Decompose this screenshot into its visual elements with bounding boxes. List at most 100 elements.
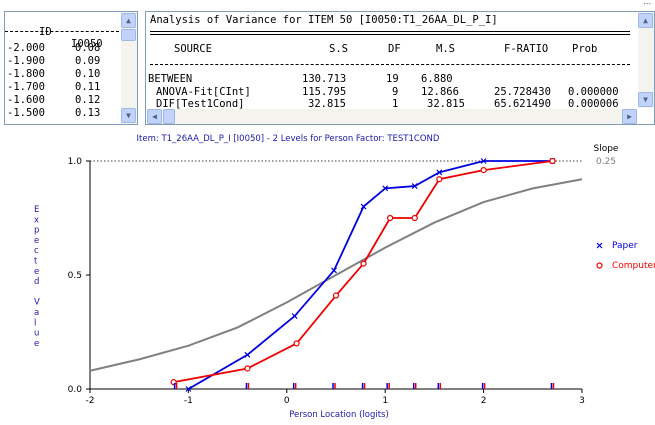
- legend-item-computer: Computer: [596, 261, 655, 271]
- legend-label: Paper: [612, 241, 638, 251]
- chart-axes: -2 -1 0 1 2 3 0.0 0.5 1.0: [68, 157, 585, 406]
- anova-output-panel[interactable]: Analysis of Variance for ITEM 50 [I0050:…: [145, 11, 655, 125]
- list-item-value: 0.12: [75, 94, 101, 106]
- slope-label: Slope: [594, 144, 619, 154]
- anova-header-ss: S.S: [329, 43, 348, 55]
- series-line: [173, 160, 553, 384]
- list-item[interactable]: -1.600 0.12: [5, 94, 119, 107]
- anova-rule-dashed: [150, 64, 630, 65]
- icc-line: [89, 178, 583, 372]
- data-point: [436, 169, 443, 176]
- icc-curve-series: [89, 178, 583, 372]
- data-point: [480, 158, 487, 164]
- scroll-down-icon[interactable]: ▼: [121, 108, 136, 123]
- data-point: [331, 267, 337, 274]
- anova-vertical-scrollbar[interactable]: ▲ ▼: [638, 12, 654, 108]
- data-point: [382, 185, 389, 192]
- anova-cell-ss: 130.713: [302, 73, 347, 85]
- icc-chart: Item: T1_26AA_DL_P_I [I0050] - 2 Levels …: [0, 128, 655, 425]
- x-tick-label: 1: [382, 396, 388, 406]
- anova-cell-source: DIF[Test1Cond]: [156, 98, 245, 110]
- y-tick-label: 1.0: [68, 157, 83, 167]
- list-item[interactable]: -1.900 0.09: [5, 55, 119, 68]
- anova-cell-ss: 32.815: [308, 98, 346, 110]
- list-item-location: -1.700: [7, 81, 45, 93]
- list-item[interactable]: -1.800 0.10: [5, 68, 119, 81]
- list-item-value: 0.11: [75, 81, 101, 93]
- anova-header-ms: M.S: [436, 43, 455, 55]
- anova-cell-ms: 12.866: [421, 86, 459, 98]
- scroll-right-icon[interactable]: ▶: [622, 109, 637, 124]
- data-point: [387, 214, 394, 222]
- data-point: [244, 365, 251, 372]
- list-item-location: -1.600: [7, 94, 45, 106]
- data-point: [332, 292, 340, 299]
- anova-rule-top: [150, 31, 630, 32]
- legend-item-paper: Paper: [596, 241, 638, 251]
- top-strip-text: ...: [643, 0, 651, 6]
- list-item[interactable]: -1.700 0.11: [5, 81, 119, 94]
- anova-header-prob: Prob: [572, 43, 598, 55]
- x-tick-label: 0: [284, 396, 290, 406]
- anova-cell-ss: 115.795: [302, 86, 347, 98]
- list-item-value: 0.08: [75, 42, 101, 54]
- list-item-value: 0.09: [75, 55, 101, 67]
- data-point: [411, 183, 418, 190]
- scroll-thumb[interactable]: [121, 29, 136, 41]
- list-item-value: 0.10: [75, 68, 101, 80]
- anova-title: Analysis of Variance for ITEM 50 [I0050:…: [150, 14, 498, 26]
- chart-legend: Paper Computer: [596, 241, 655, 271]
- table-row: BETWEEN 130.713 19 6.880: [146, 73, 636, 86]
- horizontal-scroll-thumb[interactable]: [163, 109, 175, 124]
- anova-cell-df: 19: [386, 73, 399, 85]
- list-item[interactable]: -1.500 0.13: [5, 107, 119, 120]
- data-point: [480, 167, 487, 174]
- table-row: DIF[Test1Cond] 32.815 1 32.815 65.621490…: [146, 98, 636, 111]
- list-item-location: -2.000: [7, 42, 45, 54]
- x-tick-label: -1: [184, 396, 193, 406]
- item-list-rows: -2.000 0.08 -1.900 0.09 -1.800 0.10 -1.700 0…: [5, 42, 119, 120]
- data-point: [293, 340, 300, 347]
- series-paper: [185, 158, 556, 392]
- item-value-list[interactable]: ID I0050 -2.000 0.08 -1.900 0.09 -1.800 0.1…: [4, 11, 138, 125]
- scroll-down-icon[interactable]: ▼: [638, 92, 653, 107]
- list-item[interactable]: -2.000 0.08: [5, 42, 119, 55]
- list-item-location: -1.500: [7, 107, 45, 119]
- data-point: [549, 157, 556, 165]
- anova-cell-df: 9: [392, 86, 399, 98]
- list-item-value: 0.13: [75, 107, 101, 119]
- scroll-up-icon[interactable]: ▲: [121, 13, 136, 28]
- anova-cell-fratio: 25.728430: [494, 86, 551, 98]
- anova-cell-prob: 0.000000: [568, 86, 619, 98]
- legend-label: Computer: [612, 261, 655, 271]
- item-list-vertical-scrollbar[interactable]: ▲ ▼: [121, 12, 137, 124]
- chart-background: [0, 128, 655, 425]
- anova-horizontal-scrollbar[interactable]: ◀ ▶: [147, 109, 637, 124]
- class-interval-marks: [173, 383, 555, 389]
- x-tick-label: 2: [481, 396, 487, 406]
- top-strip: ...: [0, 0, 655, 10]
- series-computer: [170, 157, 556, 386]
- anova-header-fratio: F-RATIO: [504, 43, 549, 55]
- data-point: [360, 260, 367, 267]
- data-point: [436, 176, 443, 183]
- anova-cell-source: BETWEEN: [148, 73, 193, 85]
- y-tick-label: 0.0: [68, 385, 83, 395]
- list-item-location: -1.900: [7, 55, 45, 67]
- data-point: [170, 379, 177, 386]
- anova-cell-source: ANOVA-Fit[CInt]: [156, 86, 251, 98]
- scroll-up-icon[interactable]: ▲: [638, 13, 653, 28]
- scroll-left-icon[interactable]: ◀: [147, 109, 162, 124]
- item-list-header-item: I0050: [71, 38, 103, 50]
- data-point: [244, 351, 251, 358]
- anova-cell-fratio: 65.621490: [494, 98, 551, 110]
- slope-value: 0.25: [596, 157, 616, 167]
- data-point: [185, 386, 192, 392]
- anova-header-row: SOURCE S.S DF M.S F-RATIO Prob: [146, 43, 636, 67]
- data-point: [411, 214, 418, 222]
- list-item-location: -1.800: [7, 68, 45, 80]
- table-row: ANOVA-Fit[CInt] 115.795 9 12.866 25.7284…: [146, 86, 636, 99]
- series-line: [187, 160, 553, 390]
- y-tick-label: 0.5: [68, 271, 82, 281]
